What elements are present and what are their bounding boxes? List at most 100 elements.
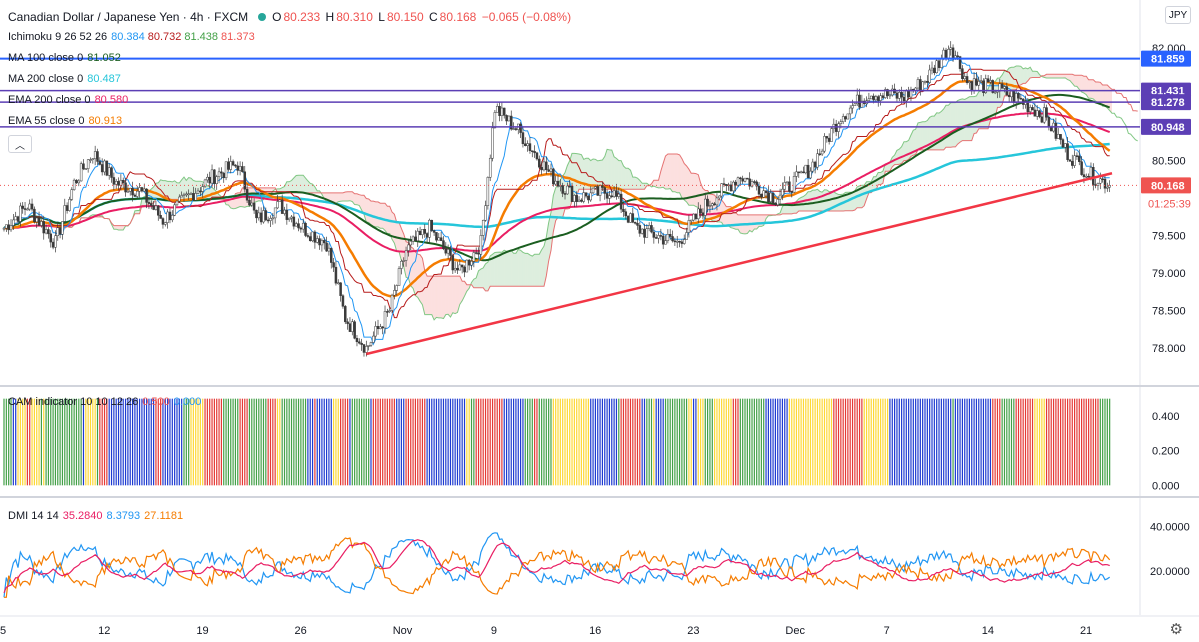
candle-body	[358, 341, 361, 344]
ichimoku-cloud-segment	[165, 180, 168, 200]
time-axis-label: 9	[491, 625, 497, 637]
ichimoku-cloud-segment	[621, 160, 624, 190]
candle-body	[566, 185, 569, 195]
candle-body	[182, 194, 186, 196]
ichimoku-cloud-segment	[452, 276, 456, 314]
candle-body	[792, 176, 796, 193]
ichimoku-cloud-segment	[373, 201, 376, 227]
candle-body	[40, 221, 43, 226]
candle-body	[972, 78, 976, 92]
ichimoku-cloud-segment	[445, 276, 449, 315]
ichimoku-cloud-segment	[515, 249, 519, 287]
candle-body	[1019, 97, 1023, 100]
ichimoku-cloud-segment	[635, 177, 638, 190]
candle-body	[458, 264, 462, 271]
indicator-row[interactable]: MA 100 close 0 81.052	[8, 47, 573, 68]
candle-body	[152, 205, 155, 210]
candle-body	[1024, 101, 1027, 105]
candle-body	[243, 171, 247, 190]
candle-body	[114, 181, 118, 185]
trendline[interactable]	[366, 172, 1113, 356]
candle-body	[797, 171, 801, 174]
candle-body	[818, 153, 822, 155]
ichimoku-cloud-segment	[466, 284, 470, 292]
candle-body	[839, 121, 843, 124]
market-open-dot-icon	[258, 13, 267, 21]
candle-body	[528, 143, 532, 151]
dmi-label[interactable]: DMI 14 14	[8, 510, 59, 522]
settings-gear-icon[interactable]: ⚙	[1169, 621, 1183, 638]
candle-body	[1089, 167, 1093, 177]
indicator-label: EMA 200 close 0	[8, 93, 91, 106]
candle-body	[916, 79, 920, 89]
candle-body	[304, 222, 307, 236]
ichimoku-cloud-segment	[485, 262, 488, 291]
ichimoku-cloud-segment	[476, 270, 479, 288]
ichimoku-cloud-segment	[455, 276, 458, 314]
indicator-row[interactable]: MA 200 close 0 80.487	[8, 68, 573, 89]
candle-body	[161, 218, 165, 225]
candle-body	[173, 204, 176, 216]
ichimoku-cloud-segment	[953, 102, 956, 147]
candle-body	[1103, 178, 1107, 189]
indicator-value: 81.438	[184, 30, 219, 43]
candle-body	[524, 143, 527, 146]
indicator-row[interactable]: EMA 200 close 0 80.580	[8, 89, 573, 110]
time-axis-label: 16	[589, 625, 601, 637]
candle-body	[860, 100, 864, 108]
ichimoku-cloud-segment	[1058, 74, 1061, 78]
candle-body	[271, 217, 275, 220]
candle-body	[138, 187, 141, 192]
candle-body	[926, 80, 929, 83]
candle-body	[7, 224, 10, 231]
ichimoku-cloud-segment	[511, 250, 514, 287]
candle-body	[472, 252, 476, 262]
candle-body	[827, 137, 831, 142]
collapse-legend-button[interactable]: ︿	[8, 135, 32, 153]
candle-body	[619, 193, 623, 210]
candle-body	[944, 49, 948, 59]
ichimoku-cloud-segment	[501, 250, 505, 287]
candle-body	[103, 160, 106, 173]
ichimoku-cloud-segment	[1079, 75, 1082, 93]
candle-body	[601, 185, 604, 188]
candle-body	[1092, 167, 1095, 185]
ichimoku-cloud-segment	[625, 168, 629, 190]
candle-body	[477, 252, 480, 255]
indicator-row[interactable]: Ichimoku 9 26 52 26 80.384 80.732 81.438 81.…	[8, 26, 573, 47]
candle-body	[479, 235, 483, 255]
ichimoku-cloud-segment	[188, 177, 192, 200]
ichimoku-cloud-segment	[459, 276, 463, 305]
candle-body	[584, 192, 588, 197]
cam-label[interactable]: CAM indicator 10 10 12 26	[8, 396, 139, 408]
candle-body	[521, 132, 525, 145]
ichimoku-cloud-segment	[810, 190, 813, 211]
ichimoku-cloud-segment	[198, 181, 201, 200]
candle-body	[533, 151, 536, 154]
candle-body	[657, 235, 660, 239]
ichimoku-cloud-segment	[534, 254, 537, 287]
candle-body	[409, 241, 412, 246]
ichimoku-cloud-segment	[829, 191, 832, 211]
candle-body	[706, 198, 709, 207]
candle-body	[322, 240, 326, 244]
indicator-row[interactable]: EMA 55 close 0 80.913	[8, 110, 573, 131]
candle-body	[748, 178, 751, 187]
ichimoku-cloud-segment	[974, 96, 977, 134]
candle-body	[507, 115, 511, 122]
candle-body	[203, 179, 207, 187]
ichimoku-cloud-segment	[1062, 74, 1066, 78]
ichimoku-cloud-segment	[392, 212, 395, 244]
candle-body	[278, 199, 282, 202]
currency-button[interactable]: JPY	[1165, 6, 1191, 24]
symbol-title[interactable]: Canadian Dollar / Japanese Yen · 4h · FX…	[8, 10, 249, 24]
ichimoku-cloud-segment	[389, 206, 393, 240]
candle-body	[879, 95, 882, 101]
candle-body	[439, 237, 443, 241]
candle-body	[105, 160, 109, 176]
dmi-axis-tick: 20.0000	[1150, 566, 1190, 578]
ichimoku-cloud-segment	[303, 175, 306, 193]
candle-body	[72, 179, 76, 190]
candle-body	[965, 76, 969, 83]
